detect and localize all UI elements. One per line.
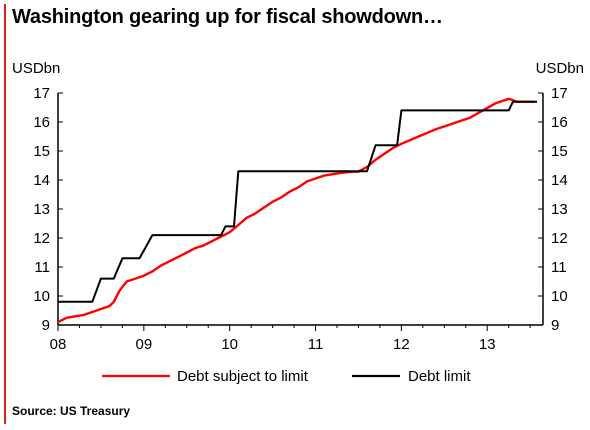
y-tick-label-left: 16	[33, 114, 50, 131]
y-tick-label-right: 13	[551, 201, 568, 218]
chart-title: Washington gearing up for fiscal showdow…	[12, 6, 443, 28]
chart-series	[57, 97, 537, 324]
chart-legend: Debt subject to limit Debt limit	[102, 368, 471, 385]
y-tick-label-left: 15	[33, 143, 50, 160]
x-tick-label: 11	[308, 336, 324, 353]
y-tick-label-right: 12	[551, 230, 568, 247]
y-tick-label-left: 17	[33, 85, 50, 102]
series-line-debt-subject-to-limit	[57, 97, 535, 324]
y-tick-label-left: 9	[42, 317, 50, 334]
x-tick-label: 09	[135, 336, 152, 353]
chart-frame	[4, 4, 584, 424]
y-tick-label-right: 16	[551, 114, 568, 131]
x-tick-label: 12	[393, 336, 410, 353]
y-tick-label-right: 15	[551, 143, 568, 160]
source-note: Source: US Treasury	[12, 404, 131, 418]
legend-label: Debt limit	[408, 368, 471, 385]
chart-axes: 9 9 10 10 11 11 12 12 13 13 14 14 15 15 16 16 17 17 08 09 10…	[33, 85, 567, 353]
y-tick-label-right: 10	[551, 288, 568, 305]
right-axis-unit: USDbn	[535, 60, 584, 77]
y-tick-label-left: 14	[33, 172, 50, 189]
x-tick-label: 10	[221, 336, 238, 353]
y-tick-label-right: 17	[551, 85, 568, 102]
x-tick-label: 08	[50, 336, 67, 353]
y-tick-label-left: 12	[33, 230, 50, 247]
y-tick-label-right: 11	[551, 259, 567, 276]
x-tick-label: 13	[479, 336, 496, 353]
series-line-debt-limit	[58, 100, 537, 303]
left-axis-unit: USDbn	[12, 60, 61, 77]
legend-label: Debt subject to limit	[177, 368, 309, 385]
y-tick-label-left: 13	[33, 201, 50, 218]
y-tick-label-left: 10	[33, 288, 50, 305]
y-tick-label-right: 14	[551, 172, 568, 189]
y-tick-label-left: 11	[34, 259, 50, 276]
y-tick-label-right: 9	[551, 317, 559, 334]
